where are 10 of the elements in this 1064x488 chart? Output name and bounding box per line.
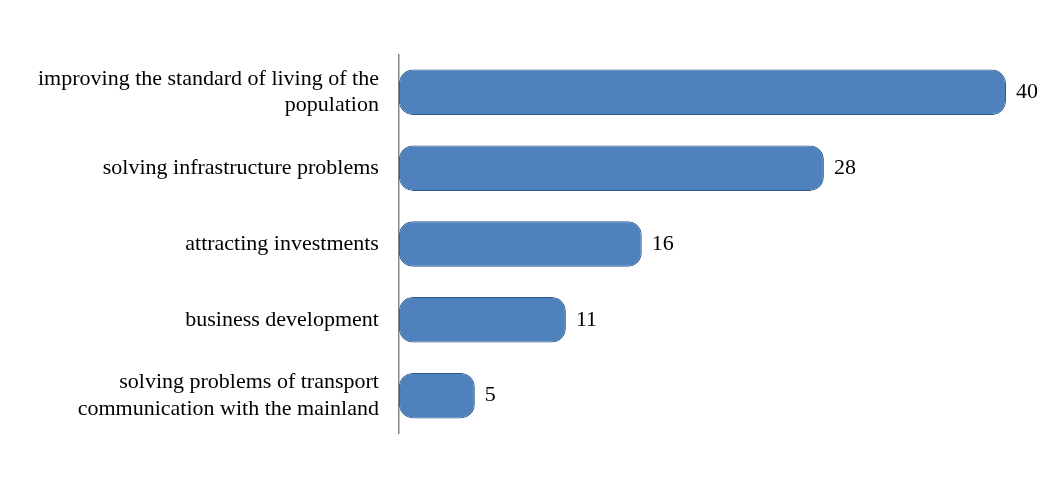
- y-tick-label: attracting investments: [185, 229, 379, 255]
- y-tick-label: solving problems of transport communication with the mainland: [77, 368, 379, 420]
- y-tick-label: improving the standard of living of the population: [38, 64, 379, 117]
- data-label: 16: [651, 229, 674, 255]
- y-tick-label: business development: [185, 305, 379, 331]
- data-label: 5: [484, 381, 496, 407]
- data-label: 11: [575, 305, 598, 331]
- data-label: 28: [833, 153, 856, 179]
- data-label: 40: [1016, 78, 1038, 104]
- y-tick-label: solving infrastructure problems: [102, 153, 379, 179]
